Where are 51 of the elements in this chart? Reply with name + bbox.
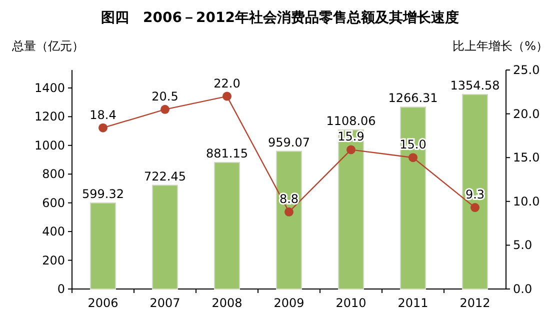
- data-label: 18.4: [90, 108, 116, 122]
- x-tick-label: 2011: [398, 296, 428, 310]
- point: [408, 153, 418, 162]
- point: [160, 104, 170, 114]
- data-label: 22.0: [214, 76, 240, 90]
- bar: [90, 202, 116, 290]
- y-tick-label: 600: [42, 196, 65, 210]
- y2-tick-label: 10.0: [513, 194, 540, 208]
- x-tick-label: 2006: [88, 296, 118, 310]
- x-tick-label: 2007: [150, 296, 180, 310]
- y2-tick-label: 15.0: [513, 150, 540, 165]
- x-tick-label: 2012: [460, 296, 490, 310]
- y-axis-title: 总量（亿元）: [11, 39, 84, 53]
- data-label: 15.0: [400, 138, 426, 152]
- bar: [462, 94, 488, 290]
- y-tick-label: 400: [42, 224, 65, 239]
- chart-title: 图四 2006－2012年社会消费品零售总额及其增长速度: [101, 9, 459, 26]
- data-label: 9.3: [465, 188, 485, 202]
- y2-tick-label: 0.0: [513, 282, 532, 296]
- data-label: 1108.06: [326, 114, 376, 128]
- y-tick-label: 1400: [34, 80, 65, 95]
- y-tick-label: 800: [42, 167, 65, 182]
- y2-tick-label: 25.0: [513, 63, 540, 77]
- y2-tick-label: 5.0: [513, 238, 532, 252]
- data-label: 20.5: [152, 89, 178, 104]
- y-tick-label: 200: [42, 253, 65, 268]
- data-label: 1266.31: [388, 91, 438, 106]
- data-label: 959.07: [268, 135, 310, 150]
- y2-axis-title: 比上年增长（%）: [452, 39, 548, 53]
- bar: [338, 129, 364, 290]
- x-tick-label: 2009: [274, 296, 304, 310]
- point: [222, 92, 232, 101]
- point: [346, 145, 356, 154]
- data-label: 1354.58: [450, 78, 500, 92]
- bar: [214, 162, 240, 290]
- bar: [400, 106, 426, 290]
- y2-tick-label: 20.0: [513, 106, 540, 121]
- y-tick-label: 1000: [34, 138, 65, 152]
- point: [470, 203, 480, 212]
- data-label: 722.45: [144, 169, 186, 184]
- x-tick-label: 2010: [336, 296, 366, 310]
- bar: [276, 150, 302, 290]
- point: [98, 123, 108, 132]
- data-label: 599.32: [82, 186, 124, 201]
- x-tick-label: 2008: [212, 296, 242, 310]
- data-label: 15.9: [338, 130, 364, 144]
- bar: [152, 184, 178, 290]
- point: [284, 207, 294, 216]
- y-tick-label: 0: [57, 282, 65, 296]
- y-tick-label: 1200: [34, 110, 65, 124]
- data-label: 881.15: [206, 146, 248, 160]
